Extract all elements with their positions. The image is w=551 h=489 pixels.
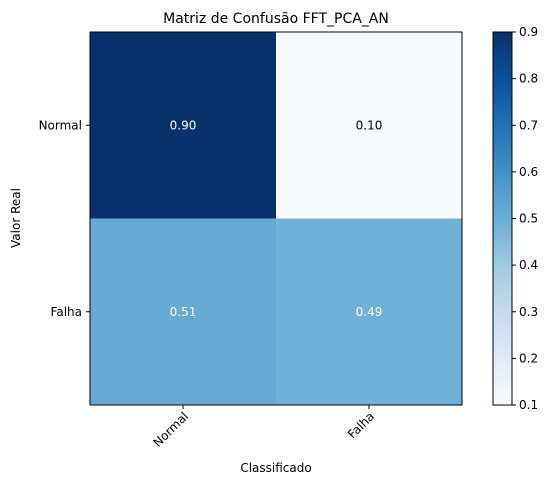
colorbar-tick-label: 0.1 (519, 398, 538, 412)
heatmap-cell (276, 32, 462, 219)
cell-value-label: 0.51 (170, 305, 197, 319)
heatmap-cell (276, 218, 462, 405)
y-axis-ticks: Normal Falha (39, 118, 90, 319)
y-axis-label: Valor Real (9, 188, 23, 248)
y-tick-label: Normal (39, 118, 82, 132)
colorbar-tick-label: 0.8 (519, 72, 538, 86)
colorbar-tick-label: 0.3 (519, 305, 538, 319)
plot-frame (89, 31, 463, 406)
x-axis-label: Classificado (240, 461, 311, 475)
colorbar (492, 31, 513, 406)
x-tick-label: Falha (345, 409, 377, 441)
cell-value-label: 0.49 (356, 305, 383, 319)
colorbar-tick-label: 0.9 (519, 25, 538, 39)
x-axis-ticks: Normal Falha (151, 405, 377, 450)
chart-title: Matriz de Confusão FFT_PCA_AN (163, 11, 389, 27)
heatmap-cell (90, 32, 276, 219)
colorbar-tick-label: 0.2 (519, 351, 538, 365)
colorbar-tick-label: 0.7 (519, 118, 538, 132)
colorbar-tick-label: 0.5 (519, 212, 538, 226)
heatmap-cells: 0.90 0.10 0.51 0.49 (90, 32, 462, 405)
heatmap-cell (90, 218, 276, 405)
x-tick-label: Normal (151, 409, 192, 450)
colorbar-ticks: 0.1 0.2 0.3 0.4 0.5 0.6 0.7 0.8 0.9 (512, 25, 538, 412)
cell-value-label: 0.90 (170, 118, 197, 132)
colorbar-tick-label: 0.4 (519, 258, 538, 272)
colorbar-tick-label: 0.6 (519, 165, 538, 179)
cell-value-label: 0.10 (356, 118, 383, 132)
y-tick-label: Falha (51, 305, 82, 319)
